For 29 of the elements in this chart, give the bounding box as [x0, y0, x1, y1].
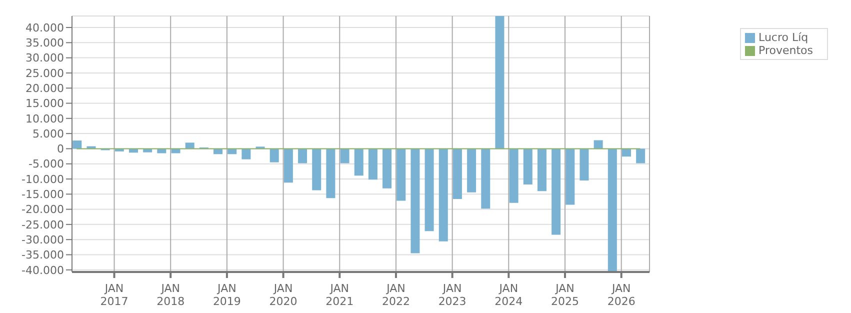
y-tick-label: -5.000 [28, 158, 64, 171]
x-tick-label: JAN 2021 [326, 282, 354, 308]
y-tick-label: 25.000 [26, 66, 64, 80]
y-tick-label: 20.000 [26, 82, 64, 96]
x-tick-label: JAN 2022 [382, 282, 410, 308]
x-tick-label: JAN 2017 [100, 282, 128, 308]
legend-label: Lucro Líq [758, 31, 808, 44]
y-tick-label: 5.000 [32, 127, 64, 140]
x-tick-label: JAN 2018 [156, 282, 185, 308]
x-tick-label: JAN 2025 [551, 282, 579, 308]
y-tick-label: 30.000 [26, 52, 64, 65]
y-tick-label: 15.000 [26, 97, 64, 110]
y-tick-label: 10.000 [26, 112, 64, 126]
x-tick-label: JAN 2023 [438, 282, 466, 308]
y-tick-label: 40.000 [26, 21, 64, 34]
x-tick-label: JAN 2020 [269, 282, 298, 308]
y-tick-label: -25.000 [22, 218, 64, 232]
y-tick-label: 0 [57, 142, 64, 156]
y-tick-label: -40.000 [22, 264, 64, 277]
y-tick-label: 35.000 [26, 36, 64, 50]
y-tick-label: -15.000 [22, 188, 64, 202]
legend-label: Proventos [758, 44, 813, 57]
y-tick-label: -30.000 [22, 233, 64, 246]
y-tick-label: -20.000 [22, 203, 64, 216]
x-tick-label: JAN 2019 [212, 282, 241, 308]
y-tick-label: -10.000 [22, 172, 64, 186]
x-tick-label: JAN 2026 [607, 282, 636, 308]
x-tick-label: JAN 2024 [494, 282, 523, 308]
y-tick-label: -35.000 [22, 248, 64, 262]
